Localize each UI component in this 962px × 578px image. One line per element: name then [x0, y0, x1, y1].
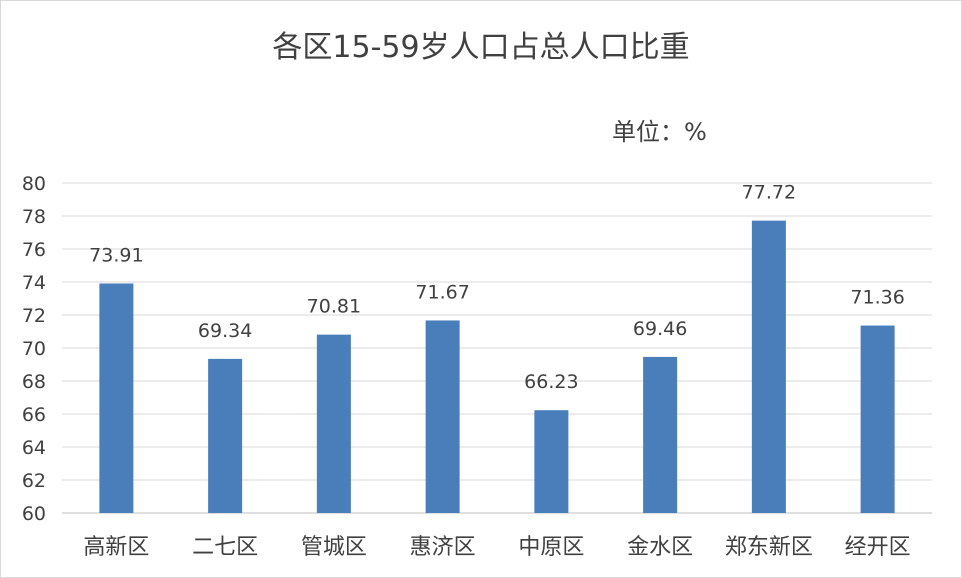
y-tick-label: 66 [22, 404, 46, 426]
data-label: 71.36 [850, 287, 904, 309]
x-tick-label: 经开区 [845, 535, 911, 560]
bar [425, 320, 460, 513]
x-tick-label: 金水区 [627, 535, 693, 560]
x-tick-label: 二七区 [192, 535, 258, 560]
y-tick-label: 70 [22, 338, 46, 360]
bar [208, 358, 243, 513]
x-tick-label: 中原区 [518, 535, 584, 560]
bar [643, 356, 678, 513]
y-tick-label: 78 [22, 206, 46, 228]
x-tick-label: 郑东新区 [725, 535, 813, 560]
data-label: 71.67 [415, 281, 469, 303]
bar [751, 220, 786, 513]
data-label: 66.23 [524, 371, 578, 393]
bar [534, 410, 569, 513]
y-tick-label: 64 [22, 437, 46, 459]
data-label: 77.72 [742, 182, 796, 204]
y-tick-label: 80 [22, 173, 46, 195]
data-label: 69.46 [633, 318, 687, 340]
data-label: 73.91 [89, 244, 143, 266]
data-label: 69.34 [198, 320, 252, 342]
bar [316, 334, 351, 513]
x-tick-label: 惠济区 [410, 535, 476, 560]
bar [99, 283, 134, 513]
x-tick-label: 高新区 [83, 535, 149, 560]
y-tick-label: 76 [22, 239, 46, 261]
chart-title: 各区15-59岁人口占总人口比重 [272, 30, 690, 65]
bar [860, 325, 895, 513]
y-tick-label: 74 [22, 272, 46, 294]
y-tick-label: 72 [22, 305, 46, 327]
x-tick-label: 管城区 [301, 535, 367, 560]
data-label: 70.81 [307, 296, 361, 318]
y-tick-label: 60 [22, 503, 46, 525]
unit-label: 单位：% [612, 118, 707, 146]
y-tick-label: 62 [22, 470, 46, 492]
y-tick-label: 68 [22, 371, 46, 393]
